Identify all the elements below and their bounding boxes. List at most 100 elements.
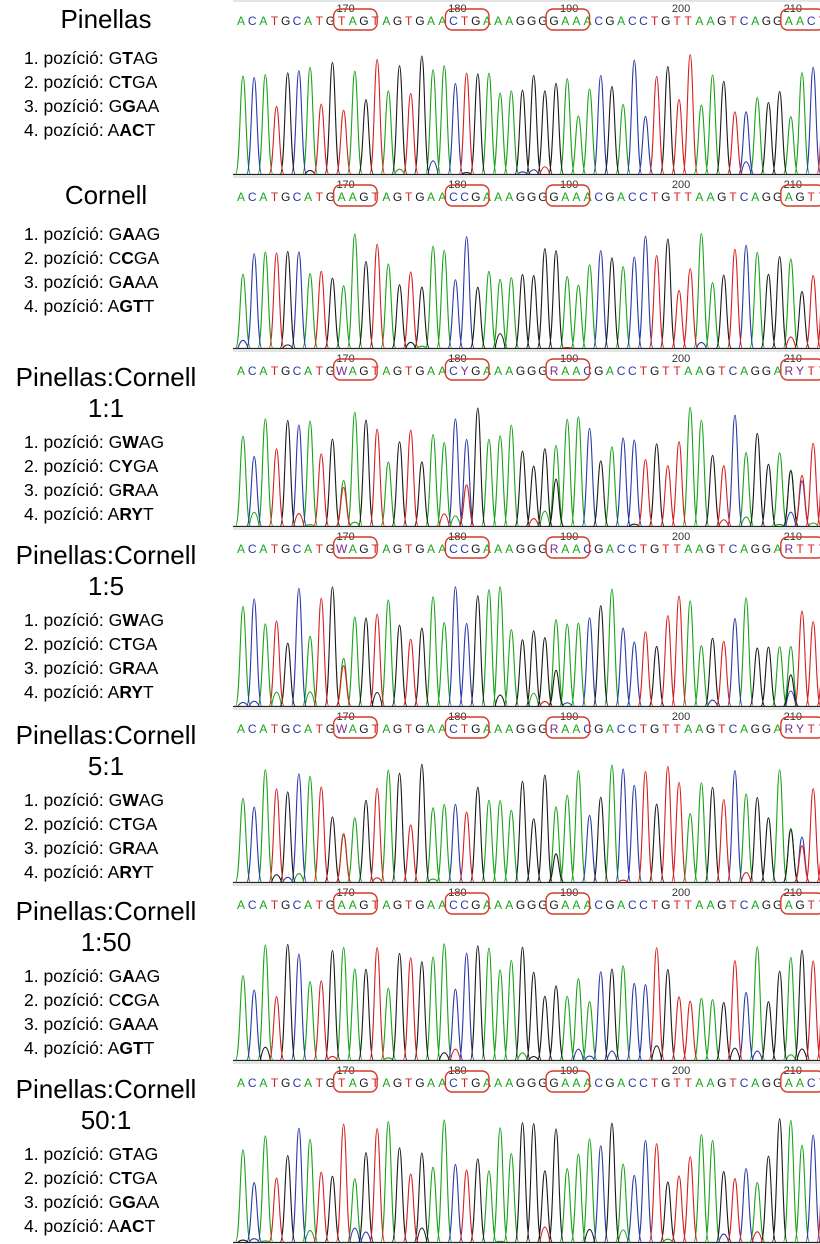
trace-C <box>237 235 755 349</box>
position-line: 3. pozíció: GAAA <box>24 270 160 294</box>
trace-A <box>235 943 799 1061</box>
base-call: T <box>338 1076 346 1090</box>
base-call: G <box>471 14 480 28</box>
base-call: A <box>505 14 513 28</box>
base-call: C <box>293 722 302 736</box>
base-call: G <box>762 722 771 736</box>
base-call: T <box>651 1076 659 1090</box>
base-call: A <box>349 898 357 912</box>
trace-C <box>246 414 810 527</box>
base-call: A <box>572 14 580 28</box>
base-call: G <box>751 364 760 378</box>
position-post: AG <box>134 224 161 244</box>
trace-C <box>246 59 820 175</box>
base-call: A <box>606 722 614 736</box>
position-box <box>780 8 820 31</box>
trace-A <box>235 65 810 175</box>
base-call: G <box>538 722 547 736</box>
base-call: C <box>628 722 637 736</box>
base-call: G <box>415 1076 424 1090</box>
base-call: C <box>740 190 749 204</box>
position-pre: C <box>108 1168 122 1188</box>
base-call: C <box>248 542 257 556</box>
base-call: A <box>572 898 580 912</box>
base-call: C <box>639 190 648 204</box>
base-call: T <box>662 364 670 378</box>
base-call: R <box>784 364 793 378</box>
base-call: G <box>751 542 760 556</box>
base-call: A <box>304 190 312 204</box>
base-call: A <box>572 190 580 204</box>
base-call: A <box>259 14 267 28</box>
position-box <box>545 1070 591 1093</box>
base-call: A <box>684 722 692 736</box>
base-call: T <box>316 190 324 204</box>
base-call: A <box>382 542 390 556</box>
base-call: A <box>494 1076 502 1090</box>
base-call: A <box>237 14 245 28</box>
base-call: A <box>740 364 748 378</box>
position-list: 1. pozíció: GWAG 2. pozíció: CTGA 3. pozíc… <box>24 608 164 704</box>
base-call: G <box>359 722 368 736</box>
base-call: T <box>673 364 681 378</box>
base-call: C <box>617 542 626 556</box>
position-pre: A <box>107 120 120 140</box>
base-call: T <box>819 14 820 28</box>
base-call: A <box>774 364 782 378</box>
position-label: 4. pozíció: <box>24 504 108 524</box>
base-call: T <box>371 14 379 28</box>
base-call: A <box>237 898 245 912</box>
sample-title-line: Cornell <box>64 180 148 210</box>
base-call: G <box>471 898 480 912</box>
base-call: G <box>661 14 670 28</box>
position-box <box>780 892 820 915</box>
position-pre: C <box>108 456 122 476</box>
base-call: G <box>393 542 402 556</box>
base-call: A <box>427 722 435 736</box>
base-call: C <box>628 542 637 556</box>
position-line: 4. pozíció: AGTT <box>24 1036 160 1060</box>
sample-panel: Pinellas:Cornell 5:1 1. pozíció: GWAG 2. po… <box>0 708 820 884</box>
position-pre: G <box>108 838 123 858</box>
base-call: G <box>516 898 525 912</box>
base-call: C <box>460 190 469 204</box>
position-bold: T <box>121 72 132 92</box>
base-call: A <box>617 14 625 28</box>
position-label: 1. pozíció: <box>24 790 109 810</box>
base-call: C <box>293 1076 302 1090</box>
base-call: C <box>594 14 603 28</box>
position-pre: A <box>107 296 120 316</box>
position-box <box>332 1070 378 1093</box>
position-label: 3. pozíció: <box>24 1014 109 1034</box>
base-call: G <box>762 1076 771 1090</box>
base-call: C <box>729 364 738 378</box>
position-bold: A <box>122 272 135 292</box>
base-call: C <box>449 190 458 204</box>
position-line: 3. pozíció: GRAA <box>24 836 164 860</box>
base-call: R <box>550 722 559 736</box>
position-box <box>545 716 591 739</box>
position-label: 2. pozíció: <box>24 990 109 1010</box>
position-bold: AC <box>119 1216 145 1236</box>
base-call: A <box>304 1076 312 1090</box>
base-call: G <box>549 14 558 28</box>
base-call: C <box>583 722 592 736</box>
trace-T <box>268 428 820 527</box>
base-call: T <box>271 898 279 912</box>
base-call: G <box>795 898 804 912</box>
base-call: A <box>237 542 245 556</box>
sample-panel: Pinellas:Cornell 50:1 1. pozíció: GTAG 2. p… <box>0 1062 820 1244</box>
base-call: T <box>808 190 816 204</box>
sample-title-line: 50:1 <box>80 1105 132 1135</box>
position-bold: RY <box>119 682 144 702</box>
position-label: 3. pozíció: <box>24 658 109 678</box>
base-call: T <box>371 898 379 912</box>
base-call: A <box>695 722 703 736</box>
position-line: 1. pozíció: GWAG <box>24 788 164 812</box>
base-call: C <box>807 14 816 28</box>
position-label: 2. pozíció: <box>24 814 109 834</box>
base-call: A <box>237 722 245 736</box>
position-pre: C <box>108 814 122 834</box>
position-box <box>545 892 591 915</box>
